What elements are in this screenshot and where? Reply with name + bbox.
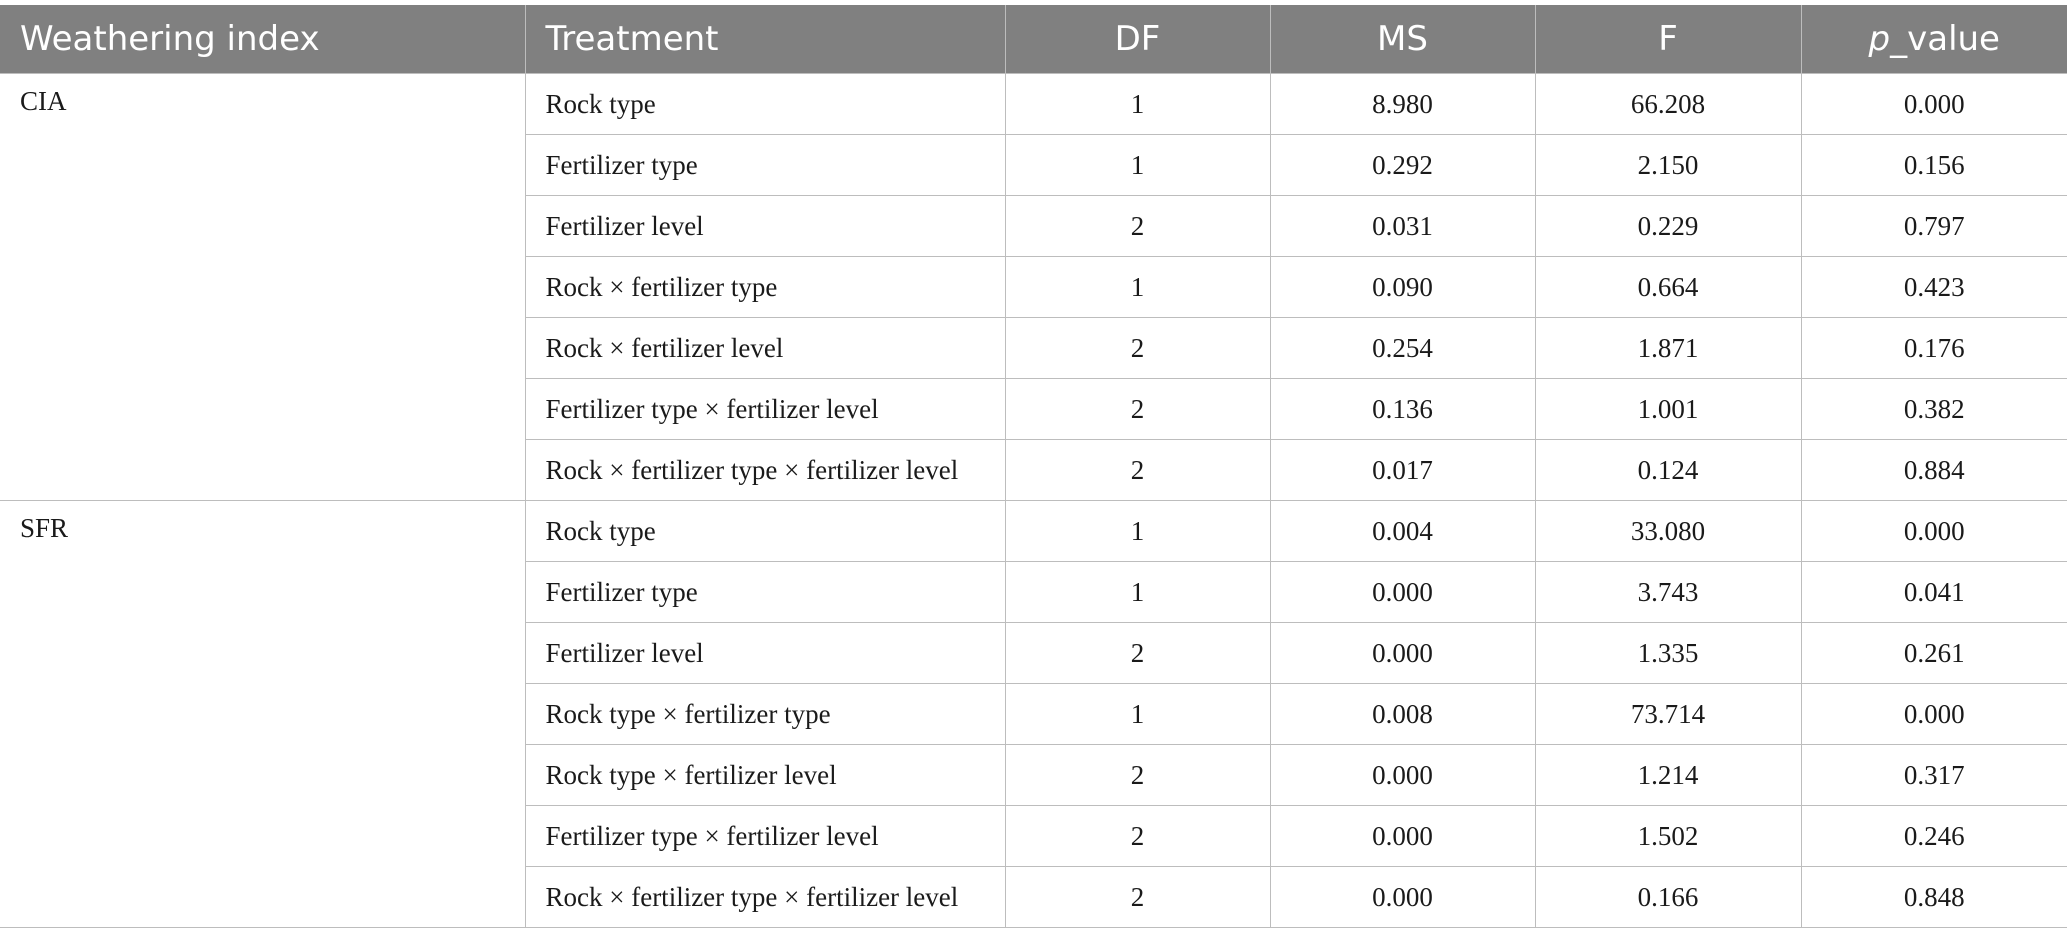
p-value-cell: 0.382 (1800, 378, 2067, 440)
df-cell: 1 (1004, 683, 1270, 745)
p-value-cell: 0.423 (1800, 256, 2067, 318)
table-row: Rock × fertilizer type × fertilizer leve… (0, 866, 2067, 928)
f-cell: 0.166 (1534, 866, 1801, 928)
p-value-cell: 0.000 (1800, 73, 2067, 135)
ms-cell: 0.031 (1269, 195, 1535, 257)
f-cell: 1.214 (1534, 744, 1801, 806)
treatment-cell: Fertilizer level (524, 622, 1005, 684)
f-cell: 1.502 (1534, 805, 1801, 867)
df-cell: 1 (1004, 134, 1270, 196)
df-cell: 1 (1004, 256, 1270, 318)
header-df: DF (1004, 5, 1270, 74)
header-f: F (1534, 5, 1801, 74)
table-row: Fertilizer type 1 0.000 3.743 0.041 (0, 561, 2067, 623)
f-cell: 66.208 (1534, 73, 1801, 135)
table-row: Fertilizer type × fertilizer level 2 0.136… (0, 378, 2067, 440)
f-cell: 0.124 (1534, 439, 1801, 501)
ms-cell: 0.254 (1269, 317, 1535, 379)
f-cell: 3.743 (1534, 561, 1801, 623)
p-value-cell: 0.176 (1800, 317, 2067, 379)
df-cell: 2 (1004, 622, 1270, 684)
df-cell: 2 (1004, 866, 1270, 928)
p-value-cell: 0.261 (1800, 622, 2067, 684)
ms-cell: 0.000 (1269, 866, 1535, 928)
treatment-cell: Rock × fertilizer level (524, 317, 1005, 379)
treatment-cell: Fertilizer type (524, 134, 1005, 196)
table-body: CIA Rock type 1 8.980 66.208 0.000 Fertilizer … (0, 73, 2067, 928)
table-row: SFR Rock type 1 0.004 33.080 0.000 (0, 500, 2067, 928)
ms-cell: 0.017 (1269, 439, 1535, 501)
treatment-cell: Fertilizer level (524, 195, 1005, 257)
treatment-cell: Rock type (524, 73, 1005, 135)
treatment-cell: Fertilizer type (524, 561, 1005, 623)
table-row: Rock × fertilizer level 2 0.254 1.871 0.176 (0, 317, 2067, 379)
f-cell: 0.229 (1534, 195, 1801, 257)
df-cell: 2 (1004, 439, 1270, 501)
ms-cell: 0.008 (1269, 683, 1535, 745)
df-cell: 2 (1004, 805, 1270, 867)
header-weathering-index: Weathering index (0, 5, 525, 74)
ms-cell: 0.000 (1269, 805, 1535, 867)
ms-cell: 0.136 (1269, 378, 1535, 440)
p-value-cell: 0.000 (1800, 683, 2067, 745)
p-value-cell: 0.041 (1800, 561, 2067, 623)
ms-cell: 0.000 (1269, 561, 1535, 623)
table-header: Weathering index Treatment DF MS F p_val… (0, 5, 2067, 74)
ms-cell: 0.090 (1269, 256, 1535, 318)
ms-cell: 0.000 (1269, 744, 1535, 806)
weathering-index-cell: CIA (0, 73, 525, 501)
p-value-cell: 0.317 (1800, 744, 2067, 806)
ms-cell: 0.004 (1269, 500, 1535, 562)
header-row: Weathering index Treatment DF MS F p_val… (0, 5, 2067, 74)
anova-table: Weathering index Treatment DF MS F p_val… (0, 5, 2067, 928)
df-cell: 1 (1004, 561, 1270, 623)
f-cell: 33.080 (1534, 500, 1801, 562)
treatment-cell: Rock × fertilizer type × fertilizer leve… (524, 866, 1005, 928)
f-cell: 73.714 (1534, 683, 1801, 745)
p-value-cell: 0.156 (1800, 134, 2067, 196)
anova-table-container: Weathering index Treatment DF MS F p_val… (0, 5, 2067, 928)
treatment-cell: Rock type × fertilizer level (524, 744, 1005, 806)
treatment-cell: Rock type × fertilizer type (524, 683, 1005, 745)
ms-cell: 8.980 (1269, 73, 1535, 135)
p-value-cell: 0.246 (1800, 805, 2067, 867)
p-value-cell: 0.000 (1800, 500, 2067, 562)
df-cell: 1 (1004, 73, 1270, 135)
ms-cell: 0.000 (1269, 622, 1535, 684)
table-row: Rock type × fertilizer type 1 0.008 73.714 0… (0, 683, 2067, 745)
treatment-cell: Rock × fertilizer type (524, 256, 1005, 318)
df-cell: 2 (1004, 744, 1270, 806)
table-row: Rock type × fertilizer level 2 0.000 1.214 0… (0, 744, 2067, 806)
df-cell: 2 (1004, 195, 1270, 257)
table-row: Rock × fertilizer type 1 0.090 0.664 0.423 (0, 256, 2067, 318)
f-cell: 1.335 (1534, 622, 1801, 684)
df-cell: 2 (1004, 317, 1270, 379)
ms-cell: 0.292 (1269, 134, 1535, 196)
header-treatment: Treatment (524, 5, 1005, 74)
f-cell: 1.871 (1534, 317, 1801, 379)
table-row: Fertilizer type × fertilizer level 2 0.000… (0, 805, 2067, 867)
header-ms: MS (1269, 5, 1535, 74)
treatment-cell: Rock type (524, 500, 1005, 562)
header-p-italic: p (1868, 19, 1891, 59)
treatment-cell: Fertilizer type × fertilizer level (524, 805, 1005, 867)
table-row: Fertilizer level 2 0.031 0.229 0.797 (0, 195, 2067, 257)
df-cell: 1 (1004, 500, 1270, 562)
p-value-cell: 0.884 (1800, 439, 2067, 501)
f-cell: 2.150 (1534, 134, 1801, 196)
weathering-index-cell: SFR (0, 500, 525, 928)
treatment-cell: Rock × fertilizer type × fertilizer leve… (524, 439, 1005, 501)
table-row: Fertilizer level 2 0.000 1.335 0.261 (0, 622, 2067, 684)
header-p-value: p_value (1800, 5, 2067, 74)
f-cell: 0.664 (1534, 256, 1801, 318)
treatment-cell: Fertilizer type × fertilizer level (524, 378, 1005, 440)
table-row: CIA Rock type 1 8.980 66.208 0.000 (0, 73, 2067, 501)
p-value-cell: 0.848 (1800, 866, 2067, 928)
f-cell: 1.001 (1534, 378, 1801, 440)
table-row: Fertilizer type 1 0.292 2.150 0.156 (0, 134, 2067, 196)
table-row: Rock × fertilizer type × fertilizer leve… (0, 439, 2067, 501)
header-p-suffix: _value (1890, 19, 2000, 59)
p-value-cell: 0.797 (1800, 195, 2067, 257)
df-cell: 2 (1004, 378, 1270, 440)
